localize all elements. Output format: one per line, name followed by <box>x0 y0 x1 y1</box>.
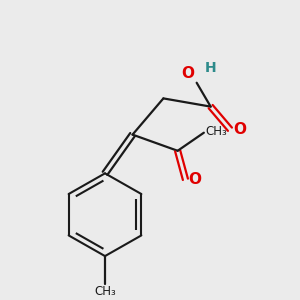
Text: CH₃: CH₃ <box>206 125 228 138</box>
Text: O: O <box>233 122 246 137</box>
Text: O: O <box>188 172 201 187</box>
Text: O: O <box>182 66 195 81</box>
Text: H: H <box>205 61 216 75</box>
Text: CH₃: CH₃ <box>94 285 116 298</box>
